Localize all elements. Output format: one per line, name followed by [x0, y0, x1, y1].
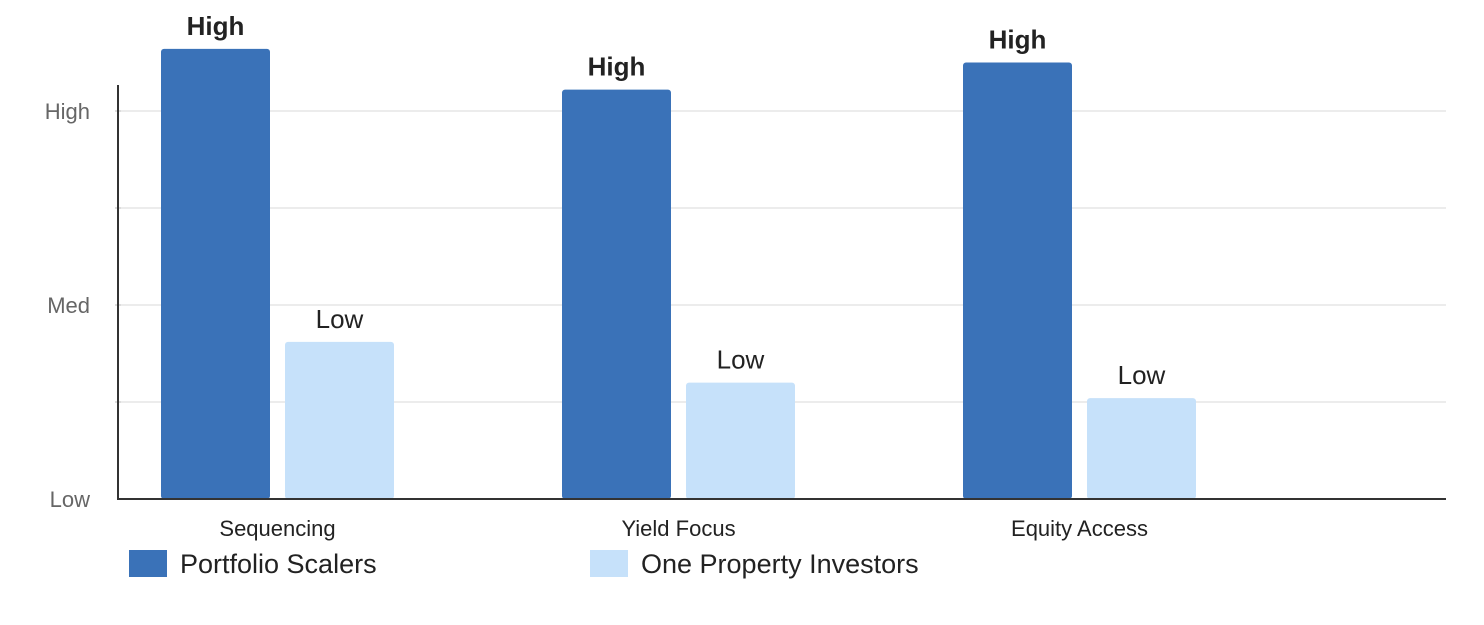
- y-tick-label: High: [45, 99, 90, 124]
- data-label: Low: [1118, 360, 1166, 390]
- legend-swatch: [129, 550, 167, 577]
- data-label: High: [989, 25, 1047, 55]
- data-label: Low: [717, 345, 765, 375]
- bar: [285, 341, 394, 499]
- x-tick-label: Equity Access: [1011, 516, 1148, 541]
- labels: Low Med High High Low Sequencing High Low Yield …: [45, 11, 1166, 541]
- legend-label: One Property Investors: [641, 549, 919, 579]
- data-label: High: [187, 11, 245, 41]
- bar: [686, 382, 795, 499]
- axes: [117, 85, 1446, 500]
- bars: [161, 48, 1196, 500]
- bar: [963, 62, 1072, 499]
- x-tick-label: Sequencing: [219, 516, 335, 541]
- data-label: Low: [316, 304, 364, 334]
- x-tick-label: Yield Focus: [621, 516, 735, 541]
- data-label: High: [588, 52, 646, 82]
- y-tick-label: Low: [50, 487, 90, 512]
- y-tick-label: Med: [47, 293, 90, 318]
- bar: [562, 89, 671, 499]
- bar: [1087, 398, 1196, 499]
- bar: [161, 48, 270, 500]
- legend: Portfolio Scalers One Property Investors: [129, 549, 919, 579]
- legend-swatch: [590, 550, 628, 577]
- legend-label: Portfolio Scalers: [180, 549, 377, 579]
